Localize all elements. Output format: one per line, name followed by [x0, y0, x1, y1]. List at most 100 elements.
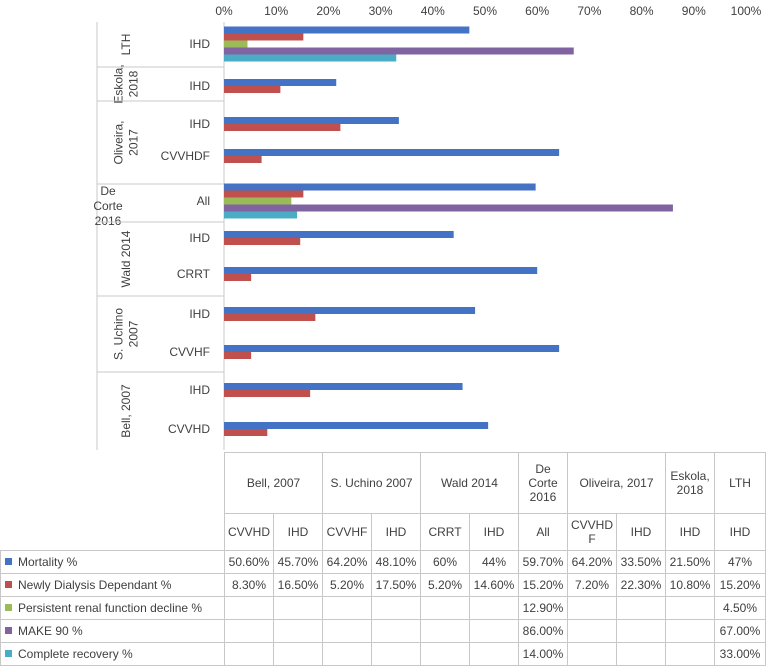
- x-tick-label: 80%: [630, 4, 654, 18]
- table-cell: 10.80%: [665, 573, 715, 597]
- bar: [224, 40, 248, 48]
- table-modality-header: CVVHD: [224, 513, 274, 551]
- legend-entry: Newly Dialysis Dependant %: [0, 573, 225, 597]
- legend-swatch: [5, 604, 12, 612]
- table-modality-header: IHD: [371, 513, 421, 551]
- study-label: S. Uchino2007: [112, 308, 141, 360]
- modality-label: CVVHF: [169, 345, 210, 359]
- table-cell: 16.50%: [273, 573, 323, 597]
- table-cell: [322, 619, 372, 643]
- table-cell: 33.00%: [714, 642, 766, 666]
- bar: [224, 47, 574, 55]
- bar: [224, 26, 470, 34]
- table-study-header: LTH: [714, 452, 766, 514]
- legend-entry: Complete recovery %: [0, 642, 225, 666]
- x-tick-label: 60%: [525, 4, 549, 18]
- bar: [224, 117, 399, 124]
- modality-label: IHD: [189, 383, 210, 397]
- x-tick-label: 90%: [682, 4, 706, 18]
- table-row: Mortality % 50.60% 45.70% 64.20% 48.10% 60% 44…: [0, 550, 766, 574]
- table-study-header: De Corte 2016: [518, 452, 568, 514]
- table-cell: [616, 642, 666, 666]
- legend-label: Newly Dialysis Dependant %: [18, 578, 172, 592]
- table-cell: 67.00%: [714, 619, 766, 643]
- table-cell: 45.70%: [273, 550, 323, 574]
- table-cell: 15.20%: [518, 573, 568, 597]
- table-cell: [469, 596, 519, 620]
- study-label: Bell, 2007: [119, 384, 133, 438]
- table-cell: [420, 642, 470, 666]
- legend-swatch: [5, 650, 12, 658]
- table-cell: 59.70%: [518, 550, 568, 574]
- table-row: Newly Dialysis Dependant % 8.30% 16.50% 5.2…: [0, 573, 766, 597]
- table-cell: 21.50%: [665, 550, 715, 574]
- table-cell: [567, 596, 617, 620]
- x-tick-label: 100%: [731, 4, 762, 18]
- table-cell: [371, 642, 421, 666]
- table-cell: [567, 619, 617, 643]
- table-cell: [616, 596, 666, 620]
- table-study-header: Bell, 2007: [224, 452, 323, 514]
- table-cell: [567, 642, 617, 666]
- table-cell: 86.00%: [518, 619, 568, 643]
- modality-label: CRRT: [177, 267, 211, 281]
- table-modality-header: IHD: [665, 513, 715, 551]
- legend-label: Complete recovery %: [18, 647, 133, 661]
- legend-label: MAKE 90 %: [18, 624, 83, 638]
- table-modality-header: CVVHDF: [567, 513, 617, 551]
- table-row: Persistent renal function decline % 12.90…: [0, 596, 766, 620]
- bar: [224, 149, 560, 156]
- table-modality-header: CRRT: [420, 513, 470, 551]
- table-cell: 44%: [469, 550, 519, 574]
- table-cell: 5.20%: [420, 573, 470, 597]
- x-tick-label: 50%: [473, 4, 497, 18]
- table-study-header: Oliveira, 2017: [567, 452, 666, 514]
- table-cell: 50.60%: [224, 550, 274, 574]
- table-row: MAKE 90 % 86.00% 67.00%: [0, 619, 766, 643]
- table-cell: [469, 619, 519, 643]
- table-cell: 15.20%: [714, 573, 766, 597]
- table-cell: 14.00%: [518, 642, 568, 666]
- table-cell: [371, 596, 421, 620]
- x-tick-label: 40%: [421, 4, 445, 18]
- table-cell: [420, 596, 470, 620]
- table-modality-header: IHD: [273, 513, 323, 551]
- table-cell: 60%: [420, 550, 470, 574]
- data-table: Bell, 2007 S. Uchino 2007 Wald 2014 De Cort…: [0, 452, 766, 666]
- table-study-header: Wald 2014: [420, 452, 519, 514]
- table-cell: 47%: [714, 550, 766, 574]
- bar: [224, 383, 463, 390]
- table-modality-header: IHD: [469, 513, 519, 551]
- table-cell: [224, 596, 274, 620]
- table-cell: [420, 619, 470, 643]
- bar: [224, 33, 304, 41]
- table-cell: [371, 619, 421, 643]
- table-modality-header: IHD: [714, 513, 766, 551]
- table-modality-header: All: [518, 513, 568, 551]
- modality-label: CVVHD: [168, 422, 210, 436]
- table-cell: [224, 619, 274, 643]
- bar: [224, 204, 673, 212]
- table-row: Complete recovery % 14.00% 33.00%: [0, 642, 766, 666]
- table-modality-header: IHD: [616, 513, 666, 551]
- bar-chart: 0% 10% 20% 30% 40% 50% 60% 70% 80% 90% 100% LTH IHD E…: [93, 4, 762, 450]
- table-cell: 5.20%: [322, 573, 372, 597]
- bar: [224, 231, 454, 238]
- modality-label: CVVHDF: [161, 149, 210, 163]
- legend-swatch: [5, 627, 12, 635]
- modality-label: IHD: [189, 37, 210, 51]
- table-cell: 33.50%: [616, 550, 666, 574]
- study-label: De Corte 2016: [93, 184, 123, 228]
- table-cell: [322, 642, 372, 666]
- bar: [224, 267, 538, 274]
- table-cell: [469, 642, 519, 666]
- bar: [224, 190, 304, 198]
- legend-entry: Persistent renal function decline %: [0, 596, 225, 620]
- bar: [224, 429, 268, 436]
- bar: [224, 211, 298, 219]
- table-cell: 17.50%: [371, 573, 421, 597]
- table-cell: 12.90%: [518, 596, 568, 620]
- table-cell: 14.60%: [469, 573, 519, 597]
- modality-label: All: [197, 194, 210, 208]
- legend-swatch: [5, 558, 12, 566]
